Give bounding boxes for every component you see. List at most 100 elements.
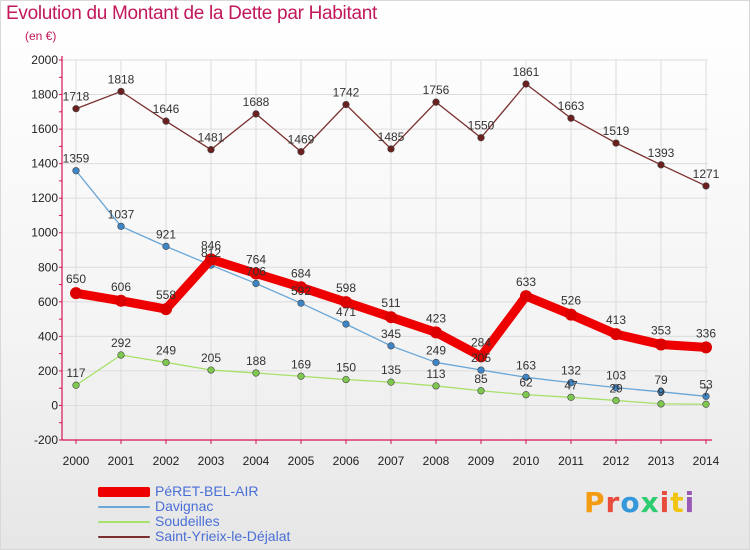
data-point xyxy=(657,388,665,396)
data-point xyxy=(385,311,397,324)
logo-letter: i xyxy=(684,486,696,519)
data-label: 471 xyxy=(336,305,356,319)
data-label: 558 xyxy=(156,288,176,302)
y-tick-label: 800 xyxy=(38,260,58,274)
y-tick-label: 1600 xyxy=(31,122,58,136)
data-label: 706 xyxy=(246,265,266,279)
data-point xyxy=(612,384,620,392)
data-label: 1393 xyxy=(648,146,675,160)
data-label: 592 xyxy=(291,284,311,298)
data-point xyxy=(162,117,170,125)
data-label: 606 xyxy=(111,280,131,294)
data-label: 135 xyxy=(381,363,401,377)
chart-subtitle: (en €) xyxy=(25,29,57,43)
data-point xyxy=(477,134,485,142)
data-point xyxy=(297,148,305,156)
x-tick-label: 2006 xyxy=(333,454,360,468)
y-tick-label: 1400 xyxy=(31,157,58,171)
data-point xyxy=(115,294,127,307)
data-label: 336 xyxy=(696,326,716,340)
data-point xyxy=(117,87,125,96)
data-point xyxy=(297,299,305,307)
y-tick-label: 1000 xyxy=(31,226,58,240)
data-label: 650 xyxy=(66,272,86,286)
logo-letter: i xyxy=(659,486,671,519)
logo-letter: t xyxy=(670,486,685,519)
data-label: 205 xyxy=(201,351,221,365)
data-point xyxy=(700,341,712,354)
data-label: 292 xyxy=(111,336,131,350)
data-point xyxy=(567,393,575,401)
data-point xyxy=(432,382,440,390)
data-label: 812 xyxy=(201,246,221,260)
data-label: 423 xyxy=(426,311,446,325)
data-point xyxy=(387,145,395,153)
data-point xyxy=(612,139,620,147)
data-label: 9 xyxy=(658,385,665,399)
data-point xyxy=(250,267,262,280)
data-point xyxy=(387,378,395,386)
data-point xyxy=(522,373,530,381)
data-point xyxy=(295,281,307,294)
data-label: 353 xyxy=(651,323,671,337)
legend-label: PéRET-BEL-AIR xyxy=(155,483,259,499)
y-tick-label: 200 xyxy=(38,364,58,378)
data-label: 103 xyxy=(606,369,626,383)
data-label: 1037 xyxy=(108,207,135,221)
x-tick-label: 2010 xyxy=(513,454,540,468)
data-label: 1688 xyxy=(243,95,270,109)
data-label: 1481 xyxy=(198,131,225,145)
data-point xyxy=(72,167,80,175)
legend-label: Soudeilles xyxy=(155,513,220,529)
data-label: 1718 xyxy=(63,90,90,104)
data-point xyxy=(162,358,170,367)
y-tick-label: 600 xyxy=(38,295,58,309)
data-label: 29 xyxy=(609,381,623,395)
data-label: 764 xyxy=(246,252,266,266)
data-label: 79 xyxy=(654,373,668,387)
data-point xyxy=(567,379,575,387)
x-tick-label: 2005 xyxy=(288,454,315,468)
data-label: 1519 xyxy=(603,124,630,138)
data-label: 633 xyxy=(516,275,536,289)
data-point xyxy=(342,375,350,384)
data-label: 62 xyxy=(519,376,533,390)
data-point xyxy=(207,366,215,374)
data-point xyxy=(702,182,710,190)
data-point xyxy=(72,381,80,389)
data-label: 1646 xyxy=(153,102,180,116)
data-point xyxy=(477,387,485,395)
data-label: 598 xyxy=(336,281,356,295)
data-point xyxy=(252,110,260,118)
legend-swatch xyxy=(98,536,150,538)
x-tick-label: 2013 xyxy=(648,454,675,468)
data-point xyxy=(567,114,575,122)
data-label: 205 xyxy=(471,351,491,365)
y-tick-label: 2000 xyxy=(31,53,58,67)
data-point xyxy=(565,308,577,321)
data-point xyxy=(655,338,667,351)
data-point xyxy=(702,392,710,400)
data-label: 345 xyxy=(381,327,401,341)
data-label: 1359 xyxy=(63,152,90,166)
y-tick-label: 1800 xyxy=(31,88,58,102)
data-label: 249 xyxy=(156,343,176,357)
data-point xyxy=(205,253,217,266)
data-label: 188 xyxy=(246,354,266,368)
logo-letter: r xyxy=(605,486,621,519)
data-point xyxy=(612,396,620,405)
y-tick-label: -200 xyxy=(34,433,58,447)
x-tick-label: 2007 xyxy=(378,454,405,468)
data-point xyxy=(342,100,350,109)
x-tick-label: 2014 xyxy=(693,454,720,468)
y-tick-label: 1200 xyxy=(31,191,58,205)
logo-letter: o xyxy=(620,486,641,519)
data-label: 1550 xyxy=(468,119,495,133)
data-label: 1271 xyxy=(693,167,720,181)
data-label: 85 xyxy=(474,372,488,386)
data-point xyxy=(610,328,622,341)
x-tick-label: 2003 xyxy=(198,454,225,468)
data-label: 413 xyxy=(606,313,626,327)
logo-letter: P xyxy=(584,486,606,519)
chart-title: Evolution du Montant de la Dette par Hab… xyxy=(6,3,377,24)
